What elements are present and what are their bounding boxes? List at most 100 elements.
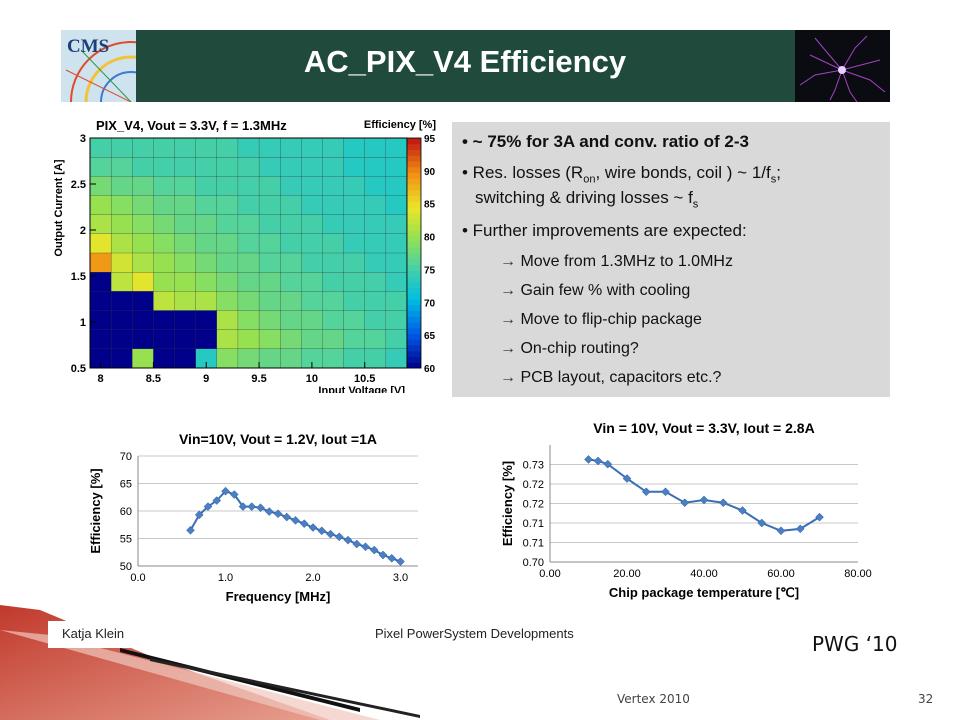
heatmap-cell xyxy=(174,272,197,292)
heatmap-cell xyxy=(110,348,133,369)
heatmap-cell xyxy=(132,233,154,254)
heatmap-cell xyxy=(258,348,281,369)
heatmap-cell xyxy=(343,329,366,350)
heatmap-cell xyxy=(343,272,366,292)
heatmap-cell xyxy=(258,214,281,235)
author: Katja Klein xyxy=(62,626,125,641)
y-tick-label: 60 xyxy=(120,506,132,518)
heatmap-cell xyxy=(110,252,133,273)
heatmap-cell xyxy=(237,233,260,254)
bullet-2-line-2: switching & driving losses ~ fs xyxy=(475,188,698,210)
heatmap-cell xyxy=(174,157,197,177)
heatmap-cell xyxy=(216,195,239,216)
colorbar-band xyxy=(407,345,421,352)
y-tick-label: 50 xyxy=(120,561,132,573)
colorbar-band xyxy=(407,247,421,254)
data-point xyxy=(593,456,603,466)
heatmap-cell xyxy=(343,137,366,158)
y-tick-label: 55 xyxy=(120,534,132,546)
heatmap-cell xyxy=(364,329,387,350)
colorbar-band xyxy=(407,362,421,369)
heatmap-cell xyxy=(280,214,302,235)
heatmap-cell xyxy=(364,137,387,158)
heatmap-cell xyxy=(216,272,239,292)
y-tick-label: 70 xyxy=(120,451,132,463)
bullet-2-part-a: • Res. losses (R xyxy=(462,163,584,182)
heatmap-cell xyxy=(195,233,218,254)
x-tick-label: 0.0 xyxy=(130,572,145,584)
heatmap-cell xyxy=(364,291,387,311)
bullet-2-line2-sub: s xyxy=(692,198,699,211)
heatmap-cell xyxy=(132,329,154,350)
x-tick-label: 8 xyxy=(98,373,104,385)
data-point xyxy=(343,535,353,545)
heatmap-cell xyxy=(195,157,218,177)
heatmap-cell xyxy=(301,195,323,216)
heatmap-cell xyxy=(132,214,154,235)
heatmap-cell xyxy=(216,310,239,331)
colorbar-tick-label: 75 xyxy=(424,265,436,276)
heatmap-cell xyxy=(110,329,133,350)
heatmap-cell xyxy=(258,252,281,273)
x-tick-label: 3.0 xyxy=(393,572,408,584)
colorbar-band xyxy=(407,253,421,260)
series-line xyxy=(189,490,401,563)
x-tick-label: 8.5 xyxy=(146,373,161,385)
subitem-4-text: On-chip routing? xyxy=(520,340,639,357)
heatmap-cell xyxy=(301,291,323,311)
heatmap-cell xyxy=(364,272,387,292)
heatmap-cell xyxy=(216,291,239,311)
colorbar-band xyxy=(407,304,421,311)
colorbar-band xyxy=(407,350,421,357)
chart-ylabel: Efficiency [%] xyxy=(500,461,515,546)
colorbar-tick-label: 70 xyxy=(424,298,436,309)
y-tick-label: 3 xyxy=(80,133,86,145)
colorbar-band xyxy=(407,149,421,156)
heatmap-cell xyxy=(301,137,323,158)
heatmap-cell xyxy=(132,157,154,177)
data-point xyxy=(378,550,388,560)
chart-xlabel: Chip package temperature [℃] xyxy=(609,585,799,600)
colorbar-band xyxy=(407,356,421,363)
colorbar-band xyxy=(407,241,421,248)
heatmap-cell xyxy=(258,137,281,158)
data-point xyxy=(229,490,239,499)
x-tick-label: 10 xyxy=(306,373,318,385)
heatmap-cell xyxy=(110,176,133,196)
heatmap-cell xyxy=(301,214,323,235)
subitem-2-text: Gain few % with cooling xyxy=(520,282,691,299)
colorbar-band xyxy=(407,178,421,185)
colorbar-band xyxy=(407,264,421,271)
heatmap-cell xyxy=(89,310,112,331)
heatmap-cell xyxy=(258,310,281,331)
colorbar-band xyxy=(407,276,421,283)
y-tick-label: 0.72 xyxy=(523,479,544,491)
data-point xyxy=(815,512,824,522)
heatmap-cell xyxy=(153,252,175,273)
arrow-icon: → xyxy=(500,253,516,270)
heatmap-cell xyxy=(385,310,408,331)
heatmap-cell xyxy=(364,252,387,273)
subitem-3-text: Move to flip-chip package xyxy=(520,311,702,328)
heatmap-cell xyxy=(322,252,345,273)
colorbar-band xyxy=(407,322,421,329)
heatmap-cell xyxy=(364,233,387,254)
subitem-1: → Move from 1.3MHz to 1.0MHz xyxy=(500,253,733,271)
heatmap-cell xyxy=(280,252,302,273)
heatmap-cell xyxy=(110,272,133,292)
heatmap-cell xyxy=(89,176,112,196)
heatmap-cell xyxy=(195,329,218,350)
data-point xyxy=(680,498,690,508)
colorbar-band xyxy=(407,172,421,179)
arrow-icon: → xyxy=(500,282,516,299)
data-point xyxy=(622,474,632,483)
data-point xyxy=(396,557,405,566)
colorbar-band xyxy=(407,138,421,145)
heatmap-cell xyxy=(301,272,323,292)
bullet-3: • Further improvements are expected: xyxy=(462,221,747,240)
heatmap-cell xyxy=(174,291,197,311)
heatmap-title: PIX_V4, Vout = 3.3V, f = 1.3MHz xyxy=(96,118,287,133)
heatmap-cell xyxy=(110,233,133,254)
heatmap-cell xyxy=(343,252,366,273)
cms-logo: CMS xyxy=(61,30,136,102)
